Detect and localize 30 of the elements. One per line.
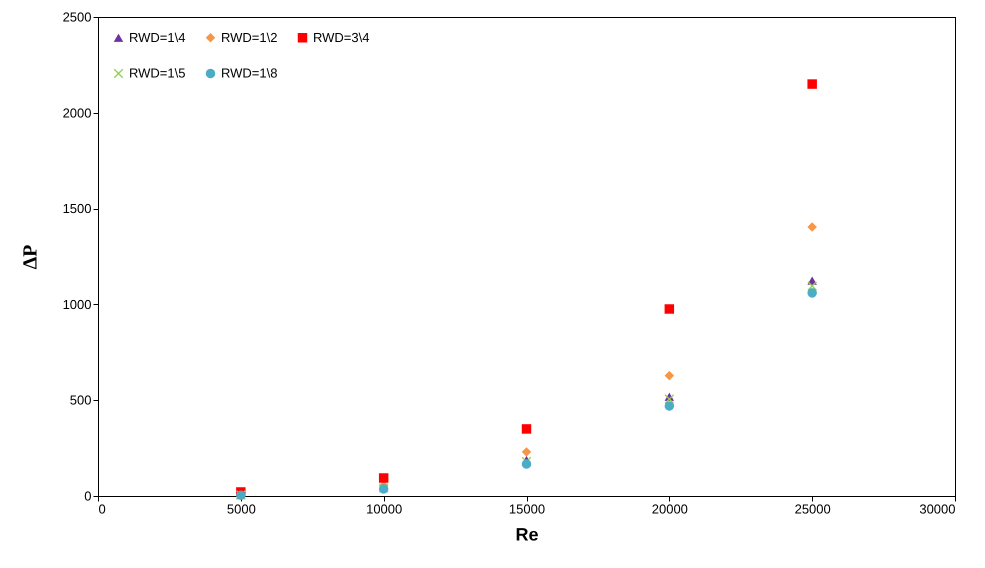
point: [378, 473, 388, 483]
x-tick-label: 0: [98, 502, 106, 516]
point: [807, 288, 817, 298]
point: [664, 304, 674, 314]
y-tick-label: 2000: [62, 105, 92, 120]
y-tick-label: 1000: [62, 296, 92, 312]
x-tick-label: 30000: [919, 502, 956, 516]
x-tick-label: 25000: [794, 502, 831, 516]
point: [664, 401, 674, 411]
legend-label: RWD=1\8: [221, 66, 278, 80]
x-axis-title: Re: [515, 524, 539, 544]
point: [522, 447, 532, 457]
y-tick-label: 0: [84, 488, 92, 504]
legend-label: RWD=1\5: [129, 66, 186, 80]
y-tick-label: 2500: [62, 10, 92, 24]
point: [522, 459, 532, 469]
x-tick-label: 15000: [508, 502, 546, 516]
point: [807, 79, 817, 89]
x-tick-label: 10000: [366, 502, 402, 516]
y-axis-title: ΔP: [20, 244, 42, 270]
y-tick-label: 1500: [62, 201, 92, 216]
point: [664, 370, 674, 380]
point: [522, 424, 532, 434]
legend-label: RWD=3\4: [313, 30, 370, 45]
legend-label: RWD=1\2: [221, 30, 278, 45]
legend-label: RWD=1\4: [129, 30, 186, 45]
point: [807, 222, 817, 232]
y-tick-label: 500: [70, 392, 92, 408]
x-tick-label: 20000: [652, 502, 688, 516]
x-tick-label: 5000: [226, 502, 256, 516]
